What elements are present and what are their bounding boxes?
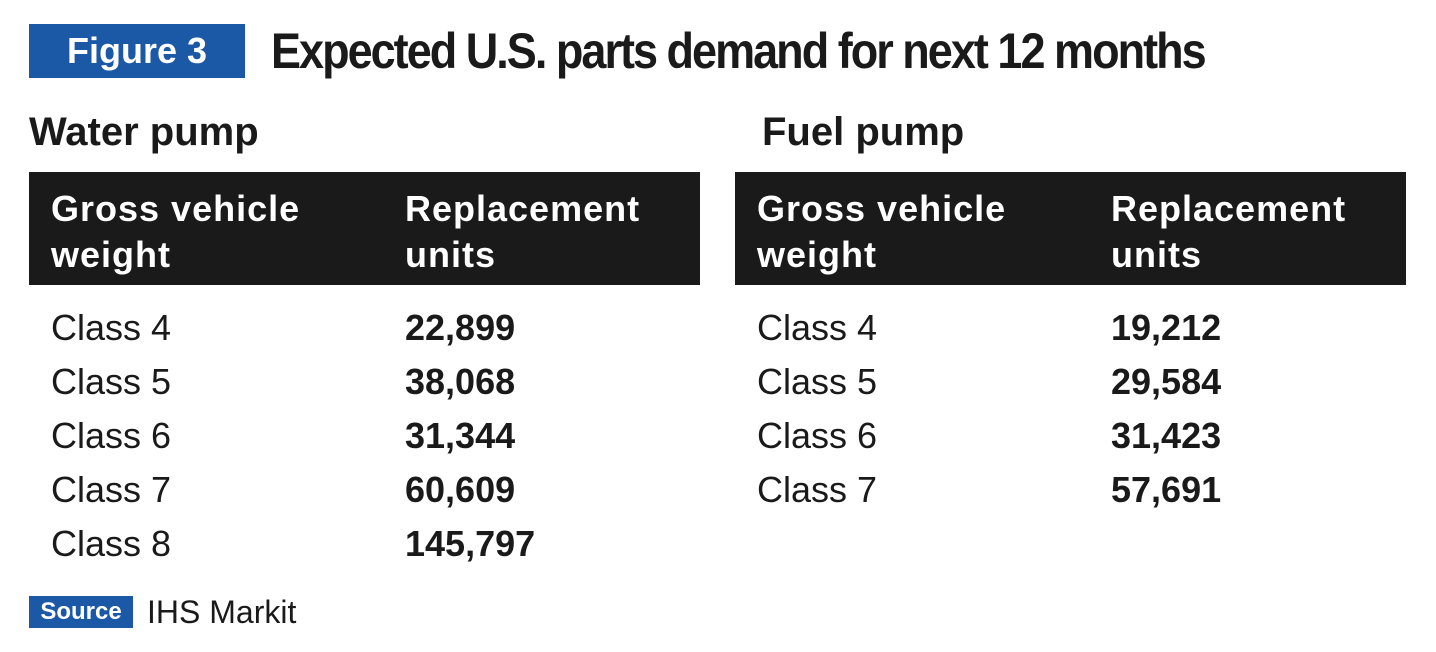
fuel-pump-table-body: Class 4 19,212 Class 5 29,584 Class 6 31… [735, 306, 1406, 522]
source-badge: Source [29, 596, 133, 628]
class-cell: Class 5 [51, 361, 172, 402]
table-row: Class 7 60,609 [29, 468, 700, 522]
header-gross-vehicle-weight: Gross vehicle weight [51, 188, 301, 275]
water-pump-title: Water pump [29, 110, 259, 154]
units-cell: 22,899 [405, 307, 516, 348]
class-cell: Class 6 [757, 415, 878, 456]
table-row: Class 7 57,691 [735, 468, 1406, 522]
table-row: Class 4 19,212 [735, 306, 1406, 360]
fuel-pump-title: Fuel pump [762, 110, 965, 154]
header-gross-vehicle-weight: Gross vehicle weight [757, 188, 1007, 275]
figure-badge: Figure 3 [29, 24, 245, 78]
table-row: Class 5 29,584 [735, 360, 1406, 414]
units-cell: 19,212 [1111, 307, 1222, 348]
units-cell: 145,797 [405, 523, 536, 564]
class-cell: Class 7 [757, 469, 878, 510]
units-cell: 31,344 [405, 415, 516, 456]
water-pump-table-body: Class 4 22,899 Class 5 38,068 Class 6 31… [29, 306, 700, 576]
figure-header: Figure 3 Expected U.S. parts demand for … [29, 24, 1409, 78]
table-row: Class 6 31,423 [735, 414, 1406, 468]
units-cell: 31,423 [1111, 415, 1222, 456]
class-cell: Class 4 [757, 307, 878, 348]
units-cell: 60,609 [405, 469, 516, 510]
header-replacement-units: Replacement units [1111, 188, 1347, 275]
class-cell: Class 7 [51, 469, 172, 510]
table-row: Class 6 31,344 [29, 414, 700, 468]
units-cell: 57,691 [1111, 469, 1222, 510]
header-replacement-units: Replacement units [405, 188, 641, 275]
units-cell: 38,068 [405, 361, 516, 402]
units-cell: 29,584 [1111, 361, 1222, 402]
water-pump-table-header: Gross vehicle weight Replacement units [29, 172, 700, 285]
table-row: Class 5 38,068 [29, 360, 700, 414]
class-cell: Class 8 [51, 523, 172, 564]
table-row: Class 8 145,797 [29, 522, 700, 576]
figure-title: Expected U.S. parts demand for next 12 m… [271, 23, 1207, 79]
table-row: Class 4 22,899 [29, 306, 700, 360]
class-cell: Class 4 [51, 307, 172, 348]
class-cell: Class 5 [757, 361, 878, 402]
class-cell: Class 6 [51, 415, 172, 456]
fuel-pump-table-header: Gross vehicle weight Replacement units [735, 172, 1406, 285]
source-text: IHS Markit [147, 594, 297, 630]
